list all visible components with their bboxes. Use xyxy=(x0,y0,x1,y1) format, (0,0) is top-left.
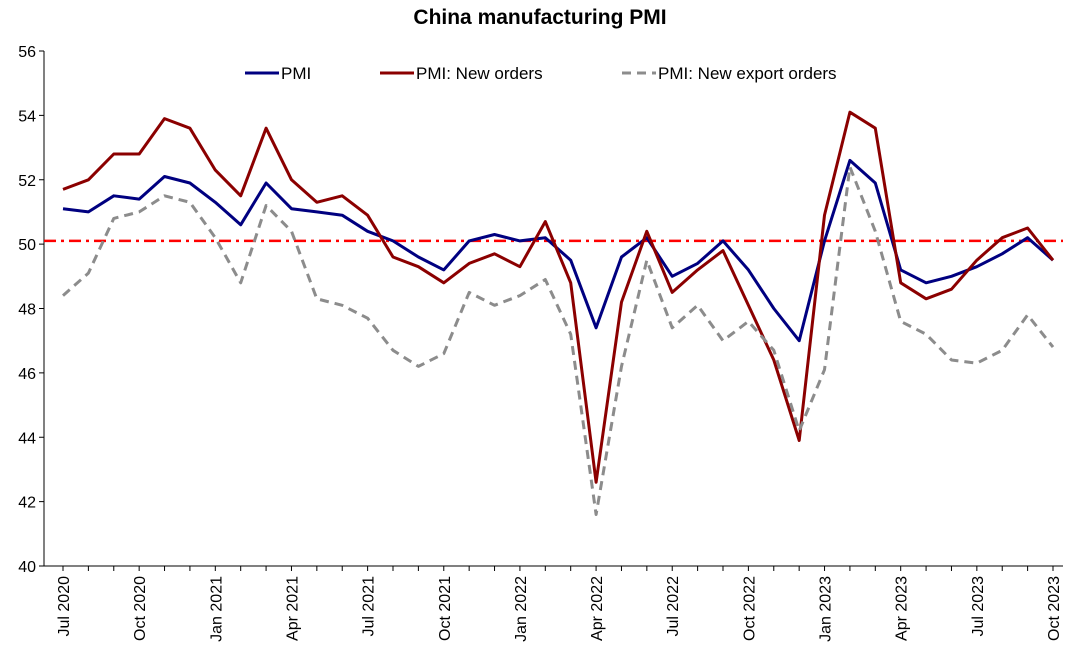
x-tick-label: Apr 2022 xyxy=(589,576,606,641)
x-tick-label: Jan 2021 xyxy=(208,576,225,642)
legend-label-1: PMI xyxy=(281,64,311,83)
x-tick-label: Apr 2023 xyxy=(894,576,911,641)
y-tick-label: 46 xyxy=(18,366,36,383)
y-tick-label: 52 xyxy=(18,173,36,190)
chart-title: China manufacturing PMI xyxy=(413,6,667,29)
x-tick-label: Jan 2022 xyxy=(513,576,530,642)
y-tick-label: 50 xyxy=(18,237,36,254)
x-tick-label: Jul 2023 xyxy=(970,576,987,637)
legend-label-2: PMI: New orders xyxy=(416,64,543,83)
legend-label-3: PMI: New export orders xyxy=(658,64,837,83)
y-tick-label: 56 xyxy=(18,44,36,61)
x-tick-label: Oct 2023 xyxy=(1046,576,1063,641)
x-tick-label: Jul 2021 xyxy=(361,576,378,637)
x-tick-label: Oct 2021 xyxy=(437,576,454,641)
y-tick-label: 44 xyxy=(18,430,36,447)
x-tick-label: Jul 2022 xyxy=(665,576,682,637)
x-tick-label: Oct 2020 xyxy=(132,576,149,641)
series-line-3 xyxy=(62,165,1055,516)
y-tick-label: 48 xyxy=(18,302,36,319)
x-tick-label: Jul 2020 xyxy=(56,576,73,637)
y-tick-label: 42 xyxy=(18,495,36,512)
x-tick-label: Oct 2022 xyxy=(741,576,758,641)
series-line-2 xyxy=(62,110,1055,484)
x-tick-label: Jan 2023 xyxy=(818,576,835,642)
y-tick-label: 54 xyxy=(18,108,36,125)
x-tick-label: Apr 2021 xyxy=(284,576,301,641)
y-tick-label: 40 xyxy=(18,559,36,576)
